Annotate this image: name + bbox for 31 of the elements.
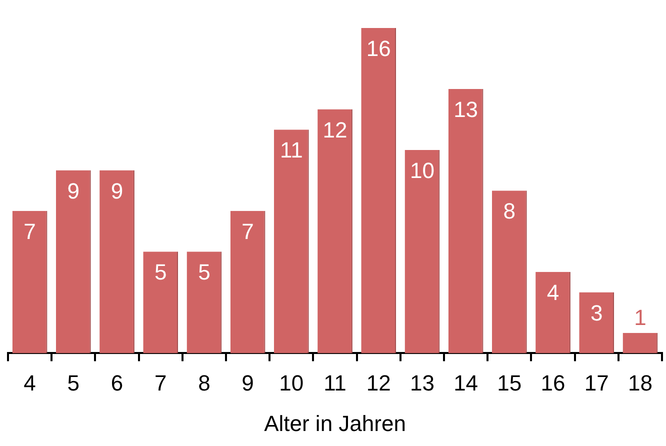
data-label: 5 <box>154 260 167 285</box>
data-label: 7 <box>24 218 36 244</box>
data-label: 10 <box>410 158 434 184</box>
x-tick-label: 7 <box>154 370 167 396</box>
data-label: 9 <box>67 178 80 204</box>
x-tick-label: 9 <box>242 370 254 396</box>
x-tick-label: 10 <box>279 370 304 396</box>
x-tick-label: 18 <box>628 370 652 396</box>
x-tick-label: 6 <box>110 370 124 396</box>
data-label: 12 <box>322 117 348 142</box>
x-tick-label: 11 <box>324 370 346 396</box>
x-axis-title: Alter in Jahren <box>264 410 406 436</box>
x-tick-label: 12 <box>366 370 391 396</box>
data-label: 5 <box>198 260 210 285</box>
x-tick-label: 8 <box>198 370 210 396</box>
data-label: 4 <box>546 280 560 305</box>
data-label: 9 <box>110 178 124 204</box>
data-label: 1 <box>634 304 646 330</box>
x-tick-label: 14 <box>454 370 478 396</box>
x-tick-label: 5 <box>67 370 80 396</box>
x-tick-label: 17 <box>584 370 609 396</box>
x-tick-label: 4 <box>24 370 36 396</box>
data-label: 16 <box>366 36 391 62</box>
data-label: 7 <box>242 218 254 244</box>
data-label: 11 <box>280 138 303 163</box>
x-tick-label: 15 <box>497 370 522 396</box>
data-label: 3 <box>590 300 603 326</box>
data-label: 13 <box>454 97 478 122</box>
x-tick-label: 13 <box>410 370 434 396</box>
data-label: 8 <box>503 198 516 224</box>
x-tick-label: 16 <box>540 370 566 396</box>
